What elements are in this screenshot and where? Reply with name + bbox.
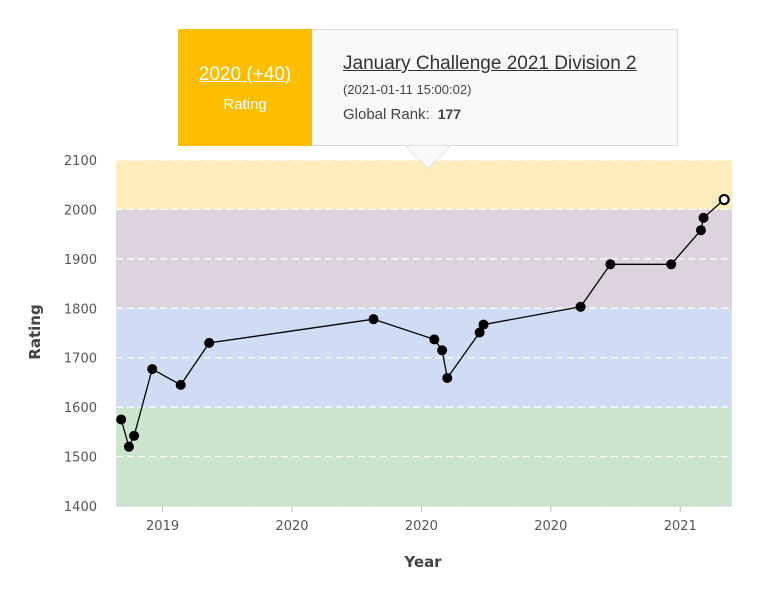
x-tick-label: 2020	[405, 519, 438, 534]
y-axis-title: Rating	[26, 304, 44, 359]
rating-point[interactable]	[123, 441, 134, 452]
x-axis-ticks: 2019 2020 2020 2020 2021	[116, 505, 732, 534]
rating-point[interactable]	[442, 372, 453, 383]
y-tick-label: 1800	[64, 302, 97, 317]
y-tick-label: 2000	[64, 203, 97, 218]
tooltip-contest-link[interactable]: January Challenge 2021 Division 2	[343, 53, 637, 74]
rating-point[interactable]	[478, 319, 489, 330]
rating-point[interactable]	[175, 379, 186, 390]
rating-line	[120, 199, 725, 449]
x-tick-label: 2020	[534, 519, 567, 534]
y-axis-ticks: 1400 1500 1600 1700 1800 1900 2000 2100	[64, 154, 97, 515]
rating-point[interactable]	[116, 414, 127, 425]
x-axis-title: Year	[403, 553, 442, 571]
tooltip-rating-label: Rating	[223, 96, 267, 113]
rating-point[interactable]	[474, 327, 485, 338]
tooltip-contest-date: (2021-01-11 15:00:02)	[343, 82, 472, 97]
tooltip-arrow	[406, 146, 450, 168]
rating-point[interactable]	[204, 337, 215, 348]
global-rank-value: 177	[437, 106, 462, 122]
y-tick-label: 1700	[64, 352, 97, 367]
y-tick-label: 2100	[64, 154, 97, 169]
tooltip-global-rank: Global Rank: 177	[343, 106, 461, 123]
rating-series	[120, 199, 725, 449]
y-tick-label: 1400	[64, 500, 97, 515]
global-rank-label: Global Rank:	[343, 106, 430, 123]
rating-point[interactable]	[575, 301, 586, 312]
y-tick-label: 1500	[64, 451, 97, 466]
tooltip-rating-change[interactable]: 2020 (+40)	[198, 64, 292, 85]
rating-point-selected[interactable]	[718, 193, 730, 206]
rating-point[interactable]	[129, 430, 140, 441]
rating-points[interactable]	[116, 193, 730, 452]
tooltip-rating-panel: 2020 (+40) Rating	[178, 29, 312, 146]
x-tick-label: 2020	[275, 519, 308, 534]
rating-point[interactable]	[695, 225, 706, 236]
rating-point[interactable]	[605, 259, 616, 270]
rating-point[interactable]	[429, 334, 440, 345]
rating-point[interactable]	[437, 345, 448, 356]
rating-point[interactable]	[147, 364, 158, 375]
rating-bands	[116, 160, 732, 506]
y-tick-label: 1900	[64, 253, 97, 268]
x-tick-label: 2019	[146, 519, 179, 534]
rating-point[interactable]	[368, 314, 379, 325]
x-tick-label: 2021	[664, 519, 697, 534]
rating-point[interactable]	[666, 259, 677, 270]
rating-point[interactable]	[698, 212, 709, 223]
y-tick-label: 1600	[64, 401, 97, 416]
contest-tooltip: 2020 (+40) Rating January Challenge 2021…	[178, 29, 678, 146]
